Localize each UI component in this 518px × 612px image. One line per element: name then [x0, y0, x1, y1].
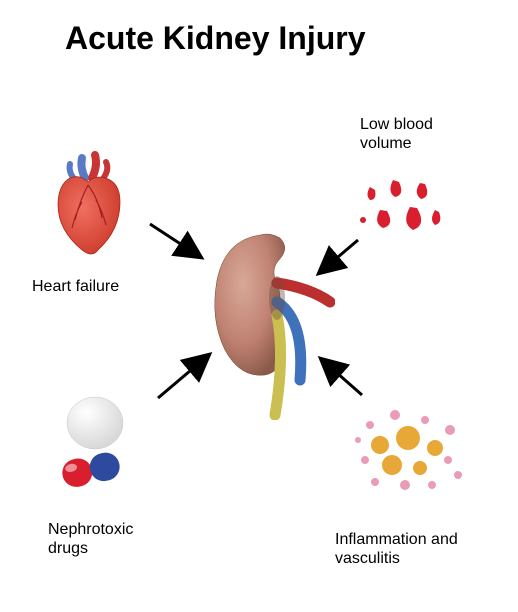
heart-icon — [40, 150, 135, 260]
blood-drops-icon — [355, 175, 445, 240]
inf-line2: vasculitis — [335, 550, 400, 567]
drugs-icon — [55, 395, 155, 510]
nephrotoxic-label: Nephrotoxic drugs — [48, 520, 133, 558]
low-blood-volume-label: Low blood volume — [360, 115, 433, 153]
lbv-line2: volume — [360, 135, 412, 152]
heart-failure-label: Heart failure — [32, 278, 119, 296]
kidney-icon — [205, 220, 335, 420]
neph-line1: Nephrotoxic — [48, 521, 133, 538]
arrow-heart — [150, 224, 202, 258]
lbv-line1: Low blood — [360, 116, 433, 133]
inflammation-label: Inflammation and vasculitis — [335, 530, 458, 568]
page-title: Acute Kidney Injury — [65, 20, 366, 57]
inflammation-icon — [350, 400, 470, 500]
arrow-drugs — [158, 354, 210, 398]
neph-line2: drugs — [48, 540, 88, 557]
inf-line1: Inflammation and — [335, 531, 458, 548]
